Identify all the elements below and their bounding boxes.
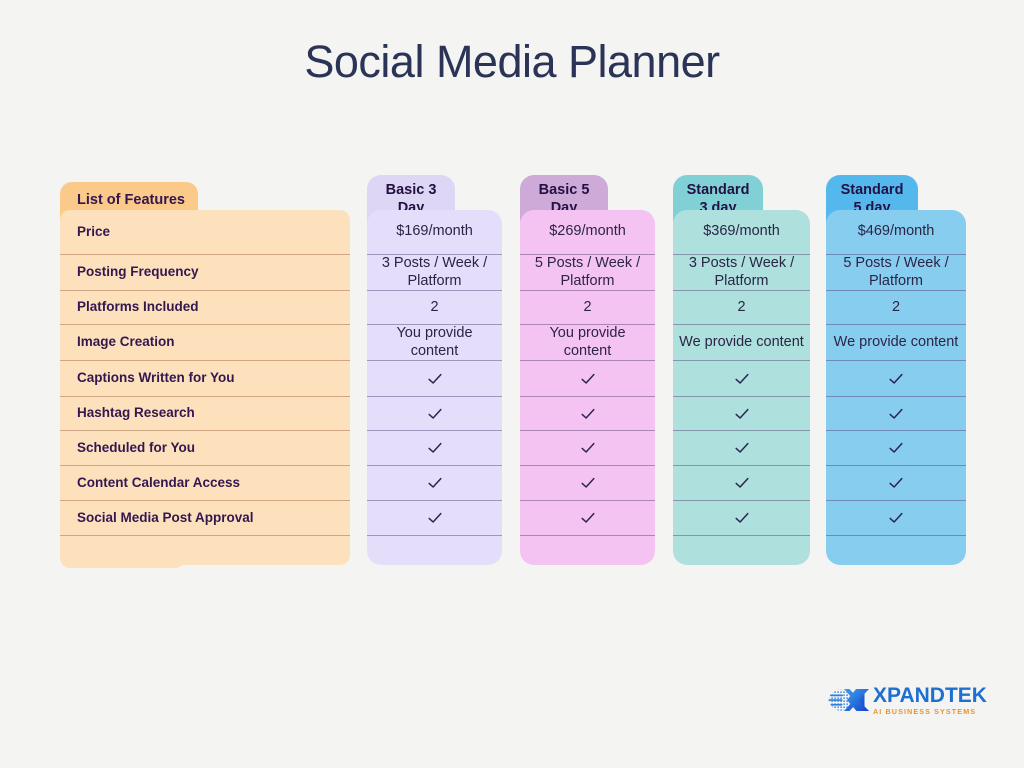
plan-2-cell-hashtag-research bbox=[520, 396, 655, 430]
plan-4-cell-image-creation: We provide content bbox=[826, 324, 966, 360]
feature-row-label: Price bbox=[77, 223, 111, 239]
plan-3-cell-image-creation: We provide content bbox=[673, 324, 810, 360]
check-icon bbox=[888, 475, 904, 491]
plan-2-cell-spacer bbox=[520, 535, 655, 565]
check-icon bbox=[734, 475, 750, 491]
plan-1-cell-spacer bbox=[367, 535, 502, 565]
feature-row-label: Hashtag Research bbox=[60, 396, 350, 430]
plan-1-cell-scheduled-for-you bbox=[367, 430, 502, 465]
plan-4-cell-platforms-included: 2 bbox=[826, 290, 966, 324]
feature-row-label: Posting Frequency bbox=[60, 254, 350, 290]
plan-1-cell-captions-written bbox=[367, 360, 502, 396]
features-column-body: Price Posting Frequency Platforms Included… bbox=[60, 210, 350, 565]
plan-2-cell-scheduled-for-you bbox=[520, 430, 655, 465]
plan-2-cell-posting-frequency: 5 Posts / Week / Platform bbox=[520, 254, 655, 290]
x-arrow-icon bbox=[828, 685, 872, 715]
feature-row-label: Captions Written for You bbox=[60, 360, 350, 396]
plan-3-cell-hashtag-research bbox=[673, 396, 810, 430]
plan-4-cell-captions-written bbox=[826, 360, 966, 396]
plan-2-body: $269/month 5 Posts / Week / Platform 2 You … bbox=[520, 210, 655, 565]
logo-company-name: XPANDTEK bbox=[873, 683, 987, 707]
plan-3-cell-spacer bbox=[673, 535, 810, 565]
check-icon bbox=[888, 371, 904, 387]
check-icon bbox=[427, 510, 443, 526]
logo-tagline: AI BUSINESS SYSTEMS bbox=[873, 706, 977, 716]
plan-4-cell-price: $469/month bbox=[857, 223, 935, 240]
check-icon bbox=[888, 440, 904, 456]
plan-4-cell-posting-frequency: 5 Posts / Week / Platform bbox=[826, 254, 966, 290]
plan-4-cell-content-calendar-access bbox=[826, 465, 966, 500]
plan-4-name-line1: Standard bbox=[840, 181, 904, 198]
check-icon bbox=[734, 406, 750, 422]
plan-2-cell-post-approval bbox=[520, 500, 655, 535]
plan-1-cell-hashtag-research bbox=[367, 396, 502, 430]
plan-2-name-line1: Basic 5 bbox=[538, 181, 590, 198]
plan-4-body: $469/month 5 Posts / Week / Platform 2 We p… bbox=[826, 210, 966, 565]
plan-2-cell-price: $269/month bbox=[549, 223, 626, 240]
plan-3-cell-post-approval bbox=[673, 500, 810, 535]
plan-2-cell-platforms-included: 2 bbox=[520, 290, 655, 324]
plan-1-name-line1: Basic 3 bbox=[385, 181, 437, 198]
check-icon bbox=[888, 510, 904, 526]
check-icon bbox=[427, 406, 443, 422]
page-title: Social Media Planner bbox=[304, 36, 720, 87]
feature-row-label: Scheduled for You bbox=[60, 430, 350, 465]
plan-2-cell-captions-written bbox=[520, 360, 655, 396]
plan-1-cell-price: $169/month bbox=[396, 223, 473, 240]
check-icon bbox=[580, 440, 596, 456]
features-column-header-label: List of Features bbox=[77, 191, 185, 208]
feature-row-label: Platforms Included bbox=[60, 290, 350, 324]
check-icon bbox=[427, 440, 443, 456]
check-icon bbox=[734, 510, 750, 526]
plan-1-cell-posting-frequency: 3 Posts / Week / Platform bbox=[367, 254, 502, 290]
plan-1-cell-platforms-included: 2 bbox=[367, 290, 502, 324]
plan-3-cell-captions-written bbox=[673, 360, 810, 396]
check-icon bbox=[734, 440, 750, 456]
check-icon bbox=[427, 371, 443, 387]
plan-3-cell-posting-frequency: 3 Posts / Week / Platform bbox=[673, 254, 810, 290]
plan-1-body: $169/month 3 Posts / Week / Platform 2 You … bbox=[367, 210, 502, 565]
company-logo: XPANDTEK AI BUSINESS SYSTEMS bbox=[828, 681, 987, 719]
plan-3-cell-platforms-included: 2 bbox=[673, 290, 810, 324]
feature-row-spacer bbox=[60, 535, 350, 565]
plan-2-cell-image-creation: You provide content bbox=[520, 324, 655, 360]
check-icon bbox=[580, 371, 596, 387]
check-icon bbox=[580, 406, 596, 422]
plan-4-cell-post-approval bbox=[826, 500, 966, 535]
logo-text: XPANDTEK AI BUSINESS SYSTEMS bbox=[873, 685, 987, 715]
feature-row-label: Social Media Post Approval bbox=[60, 500, 350, 535]
plan-1-cell-content-calendar-access bbox=[367, 465, 502, 500]
plan-4-cell-scheduled-for-you bbox=[826, 430, 966, 465]
check-icon bbox=[427, 475, 443, 491]
plan-3-body: $369/month 3 Posts / Week / Platform 2 We p… bbox=[673, 210, 810, 565]
plan-3-cell-content-calendar-access bbox=[673, 465, 810, 500]
plan-3-name-line1: Standard bbox=[686, 181, 750, 198]
plan-1-cell-post-approval bbox=[367, 500, 502, 535]
feature-row-label: Content Calendar Access bbox=[60, 465, 350, 500]
plan-3-cell-price: $369/month bbox=[703, 223, 780, 240]
plan-1-cell-image-creation: You provide content bbox=[367, 324, 502, 360]
check-icon bbox=[888, 406, 904, 422]
plan-4-cell-spacer bbox=[826, 535, 966, 565]
plan-4-cell-hashtag-research bbox=[826, 396, 966, 430]
check-icon bbox=[734, 371, 750, 387]
check-icon bbox=[580, 475, 596, 491]
feature-row-label: Image Creation bbox=[60, 324, 350, 360]
plan-3-cell-scheduled-for-you bbox=[673, 430, 810, 465]
plan-2-cell-content-calendar-access bbox=[520, 465, 655, 500]
check-icon bbox=[580, 510, 596, 526]
